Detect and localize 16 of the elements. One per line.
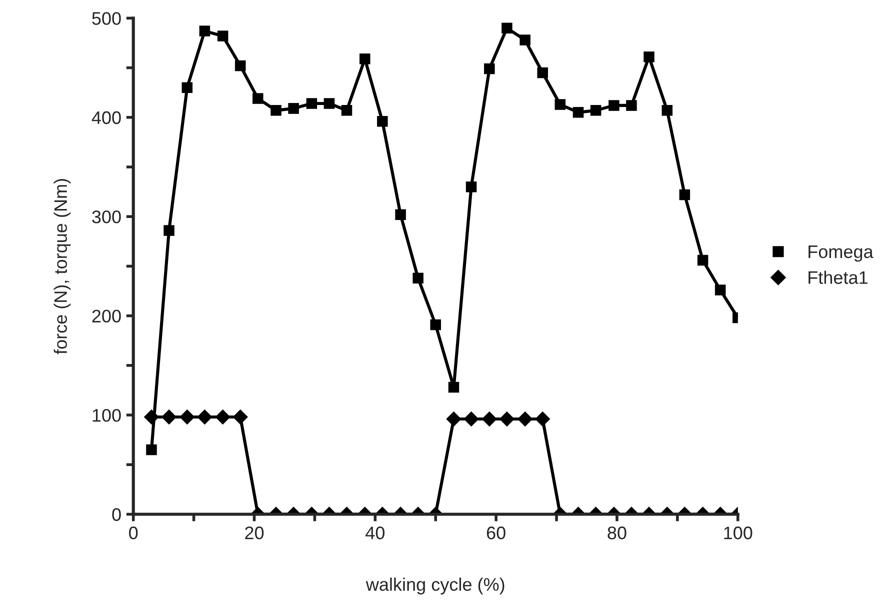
y-axis-title: force (N), torque (Nm) — [54, 179, 71, 354]
y-tick-label: 100 — [92, 408, 121, 422]
y-tick-label: 400 — [92, 111, 121, 124]
x-tick-label: 100 — [724, 526, 752, 540]
legend-label: Fomega — [808, 246, 874, 262]
legend-label: Ftheta1 — [808, 270, 868, 284]
x-tick-label: 40 — [366, 526, 384, 540]
x-axis-title: walking cycle (%) — [366, 578, 504, 594]
y-tick-label: 500 — [92, 12, 121, 25]
x-tick-label: 60 — [486, 526, 506, 540]
y-tick-label: 0 — [112, 508, 121, 521]
y-tick-label: 200 — [92, 310, 121, 323]
x-tick-label: 0 — [129, 526, 138, 540]
x-tick-label: 20 — [245, 526, 264, 540]
y-tick-label: 300 — [92, 210, 121, 224]
x-tick-label: 80 — [608, 526, 626, 540]
